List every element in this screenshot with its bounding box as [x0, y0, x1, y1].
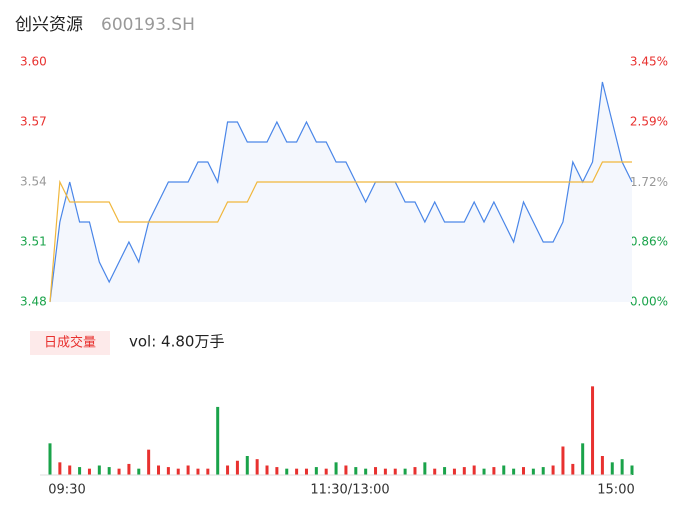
volume-bar	[512, 468, 516, 475]
volume-bar	[186, 465, 190, 475]
volume-bar	[600, 456, 604, 475]
y2-tick-label: 2.59%	[630, 114, 668, 128]
volume-bar	[571, 463, 575, 475]
volume-bar	[502, 465, 506, 475]
volume-bar	[433, 468, 437, 475]
x-tick-label: 11:30/13:00	[310, 483, 389, 498]
volume-bar	[97, 465, 101, 475]
volume-bar	[107, 467, 111, 475]
y2-tick-label: 0.86%	[630, 235, 668, 249]
y-tick-label: 3.60	[20, 55, 47, 69]
volume-bar	[137, 468, 141, 475]
volume-bar	[78, 467, 82, 475]
x-tick-label: 15:00	[597, 483, 634, 498]
volume-bar	[196, 468, 200, 475]
volume-bar	[117, 468, 121, 475]
volume-label: 日成交量	[44, 335, 96, 351]
volume-summary: vol: 4.80万手	[129, 333, 224, 351]
volume-bar	[472, 465, 476, 475]
volume-bar	[541, 467, 545, 475]
volume-bar	[216, 406, 220, 475]
y-tick-label: 3.54	[20, 175, 47, 189]
x-tick-label: 09:30	[48, 483, 85, 498]
volume-bar	[226, 465, 230, 475]
volume-bar	[374, 467, 378, 475]
volume-bar	[364, 468, 368, 475]
y2-tick-label: 3.45%	[630, 55, 668, 69]
volume-bar	[354, 467, 358, 475]
volume-bar	[423, 462, 427, 475]
price-line	[49, 81, 633, 303]
y-tick-label: 3.57	[20, 115, 47, 129]
volume-bar	[630, 465, 634, 475]
y2-tick-label: 1.72%	[630, 175, 668, 189]
y2-tick-label: 0.00%	[630, 295, 668, 309]
volume-bar	[610, 462, 614, 475]
volume-bar	[551, 465, 555, 475]
volume-bar	[235, 460, 239, 475]
volume-bar	[581, 443, 585, 475]
volume-bar	[591, 386, 595, 475]
volume-bar	[443, 467, 447, 475]
price-area	[50, 82, 632, 302]
y-tick-label: 3.48	[20, 295, 47, 309]
y-tick-label: 3.51	[20, 235, 47, 249]
volume-bar	[334, 462, 338, 475]
volume-bar	[127, 463, 131, 475]
volume-bar	[285, 468, 289, 475]
stock-name: 创兴资源	[15, 15, 83, 35]
volume-bar	[521, 467, 525, 475]
volume-bar	[482, 468, 486, 475]
volume-bar	[295, 468, 299, 475]
volume-bar	[58, 462, 62, 475]
volume-bar	[87, 468, 91, 475]
volume-bar	[265, 465, 269, 475]
volume-bar	[147, 449, 151, 475]
volume-bar	[304, 468, 308, 475]
stock-code: 600193.SH	[101, 15, 195, 35]
volume-bar	[166, 467, 170, 475]
volume-bar	[314, 467, 318, 475]
volume-bar	[383, 468, 387, 475]
volume-bar	[255, 459, 259, 475]
volume-badge	[30, 331, 110, 355]
volume-bar	[531, 468, 535, 475]
volume-bar	[561, 446, 565, 475]
volume-bar	[157, 465, 161, 475]
volume-bar	[452, 468, 456, 475]
volume-bar	[413, 467, 417, 475]
volume-bar	[462, 467, 466, 475]
volume-bar	[324, 468, 328, 475]
volume-bar	[492, 467, 496, 475]
volume-bar	[176, 468, 180, 475]
volume-bar	[245, 456, 249, 475]
volume-bar	[403, 468, 407, 475]
volume-bar	[344, 465, 348, 475]
volume-bar	[620, 459, 624, 475]
volume-bar	[48, 443, 52, 475]
volume-bar	[275, 467, 279, 475]
volume-bar	[206, 468, 210, 475]
volume-bar	[68, 465, 72, 475]
volume-bar	[393, 468, 397, 475]
average-line	[49, 161, 632, 303]
